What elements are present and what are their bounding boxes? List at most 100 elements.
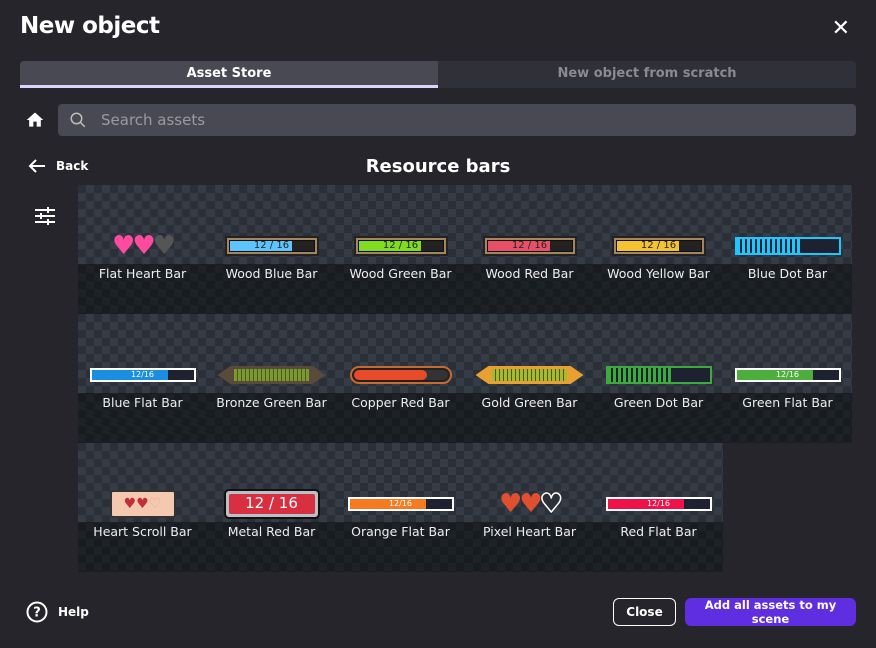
asset-name: Wood Blue Bar [225,266,318,281]
heart-icon: ♥ [132,231,155,261]
close-button[interactable]: Close [613,598,676,626]
label-band [207,393,336,443]
asset-name: Metal Red Bar [227,524,316,539]
label-band [78,522,207,572]
asset-card[interactable]: 12 / 16 Metal Red Bar [207,443,336,572]
bar-text: 12 / 16 [382,240,419,251]
tab-asset-store[interactable]: Asset Store [20,61,438,88]
bar-preview: 12/16 [605,497,712,511]
bar-preview: 12/16 [734,368,841,382]
asset-name: Pixel Heart Bar [482,524,577,539]
label-band [207,522,336,572]
asset-card[interactable]: 12 / 16 Wood Yellow Bar [594,185,723,314]
bar-text: 12/16 [130,370,155,379]
asset-name: Heart Scroll Bar [93,524,192,539]
asset-grid: ♥♥♥ Flat Heart Bar 12 / 16 Wood Blue Bar 12 … [78,185,853,572]
label-band [465,393,594,443]
asset-card[interactable]: Green Dot Bar [594,314,723,443]
bar-preview: 12 / 16 [223,489,320,519]
bar-text: 12 / 16 [511,240,548,251]
asset-card[interactable]: Blue Dot Bar [723,185,852,314]
asset-card[interactable]: 12 / 16 Wood Red Bar [465,185,594,314]
bar-text: 12/16 [646,499,671,508]
asset-card[interactable]: ♥♥♡ Heart Scroll Bar [78,443,207,572]
label-band [723,264,852,314]
asset-card[interactable]: ♥♥♥ Flat Heart Bar [78,185,207,314]
back-button[interactable]: Back [28,158,88,174]
label-band [78,393,207,443]
label-band [465,264,594,314]
label-band [594,522,723,572]
heart-icon: ♥ [519,489,542,519]
bar-preview: 12 / 16 [353,236,448,256]
svg-text:?: ? [33,606,41,621]
search-input[interactable] [101,111,801,129]
label-band [78,264,207,314]
asset-card[interactable]: Bronze Green Bar [207,314,336,443]
asset-card[interactable]: Gold Green Bar [465,314,594,443]
bar-text: 12 / 16 [640,240,677,251]
asset-card[interactable]: 12/16 Orange Flat Bar [336,443,465,572]
dialog-title: New object [20,13,160,39]
asset-name: Blue Flat Bar [102,395,183,410]
filter-icon[interactable] [35,207,55,225]
bar-preview [475,366,584,384]
asset-card[interactable]: 12/16 Red Flat Bar [594,443,723,572]
search-bar [58,104,856,136]
tab-bar: Asset Store New object from scratch [20,61,856,88]
asset-name: Bronze Green Bar [216,395,327,410]
bar-preview: 12 / 16 [482,236,577,256]
asset-name: Gold Green Bar [481,395,578,410]
heart-icon: ♥ [539,489,564,519]
help-button[interactable]: ? Help [26,601,89,623]
asset-card[interactable]: ♥♥♥ Pixel Heart Bar [465,443,594,572]
label-band [723,393,852,443]
asset-name: Green Flat Bar [742,395,833,410]
bar-text: 12/16 [388,499,413,508]
bar-text: 12 / 16 [228,494,315,514]
label-band [594,264,723,314]
bar-preview: 12/16 [347,497,454,511]
asset-name: Wood Green Bar [349,266,452,281]
asset-name: Flat Heart Bar [98,266,187,281]
label-band [336,393,465,443]
asset-card[interactable]: Copper Red Bar [336,314,465,443]
asset-card[interactable]: 12 / 16 Wood Blue Bar [207,185,336,314]
tab-new-object-from-scratch[interactable]: New object from scratch [557,66,737,81]
heart-icon: ♥ [499,489,522,519]
asset-card[interactable]: 12/16 Green Flat Bar [723,314,852,443]
search-icon [70,112,86,128]
asset-card[interactable]: 12/16 Blue Flat Bar [78,314,207,443]
label-band [207,264,336,314]
label-band [594,393,723,443]
asset-name: Orange Flat Bar [351,524,450,539]
help-icon: ? [26,601,48,623]
bar-preview [217,366,326,384]
bar-preview [605,366,712,384]
asset-name: Wood Yellow Bar [607,266,710,281]
heart-icon: ♥ [152,231,176,261]
hearts-preview: ♥♥♥ [499,489,564,519]
label-band [465,522,594,572]
bar-preview: 12 / 16 [611,236,706,256]
asset-name: Red Flat Bar [620,524,697,539]
bar-preview [734,237,841,255]
bar-text: 12 / 16 [253,240,290,251]
label-band [336,522,465,572]
asset-card[interactable]: 12 / 16 Wood Green Bar [336,185,465,314]
back-label: Back [56,159,89,173]
bar-preview [349,366,452,384]
label-band [336,264,465,314]
hearts-preview: ♥♥♥ [112,231,176,261]
asset-name: Green Dot Bar [613,395,704,410]
help-label: Help [58,605,89,619]
asset-name: Copper Red Bar [351,395,450,410]
bar-preview: 12/16 [89,368,196,382]
bar-text: 12/16 [775,370,800,379]
add-all-assets-button[interactable]: Add all assets to my scene [685,598,856,626]
bar-preview: 12 / 16 [224,236,319,256]
home-icon[interactable] [25,110,45,130]
arrow-left-icon [28,159,45,173]
heart-icon: ♥ [112,231,135,261]
close-icon[interactable]: ✕ [831,16,850,41]
